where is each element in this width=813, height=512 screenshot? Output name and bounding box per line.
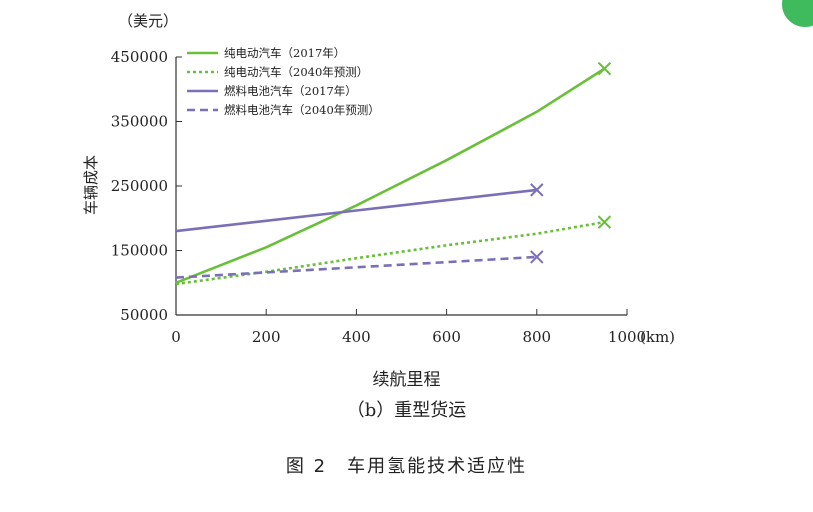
x-axis-unit: (km)	[640, 328, 675, 346]
x-tick-label: 600	[432, 328, 461, 346]
y-tick-label: 50000	[120, 306, 168, 324]
series-line-2	[175, 188, 537, 233]
y-axis-unit: （美元）	[118, 12, 178, 30]
series-line-3	[175, 255, 537, 279]
x-tick-label: 400	[342, 328, 371, 346]
legend-entry-2: 燃料电池汽车（2017年）	[224, 84, 357, 98]
series-line-0	[175, 67, 606, 285]
legend-entry-3: 燃料电池汽车（2040年预测）	[224, 103, 380, 117]
y-tick-label: 150000	[111, 242, 168, 260]
x-tick-label: 1000	[608, 328, 646, 346]
x-tick-label: 200	[252, 328, 281, 346]
x-axis-label: 续航里程	[372, 370, 441, 390]
legend: 纯电动汽车（2017年） 纯电动汽车（2040年预测） 燃料电池汽车（2017年） 燃…	[187, 46, 380, 117]
y-tick-label: 350000	[111, 113, 168, 131]
marker-stroke	[597, 61, 612, 76]
series-end-marker-3	[530, 250, 544, 264]
marker-stroke	[530, 250, 544, 264]
legend-entry-0: 纯电动汽车（2017年）	[224, 46, 345, 60]
series-end-marker-1	[597, 215, 612, 229]
plot-area	[175, 61, 612, 286]
y-axis-label: 车辆成本	[82, 155, 100, 215]
series-end-marker-0	[597, 61, 612, 76]
legend-entry-1: 纯电动汽车（2040年预测）	[224, 65, 368, 79]
x-tick-label: 800	[522, 328, 551, 346]
marker-stroke	[597, 215, 612, 229]
marker-stroke	[530, 183, 544, 197]
y-tick-label: 250000	[111, 177, 168, 195]
chart-subtitle: （b）重型货运	[346, 400, 467, 421]
x-tick-label: 0	[171, 328, 181, 346]
axes: 50000 150000 250000 350000 450000 0 200 400 600 8…	[111, 48, 646, 346]
series-end-marker-2	[530, 183, 544, 197]
y-tick-label: 450000	[111, 48, 168, 66]
figure-caption: 图 2 车用氢能技术适应性	[285, 456, 528, 477]
